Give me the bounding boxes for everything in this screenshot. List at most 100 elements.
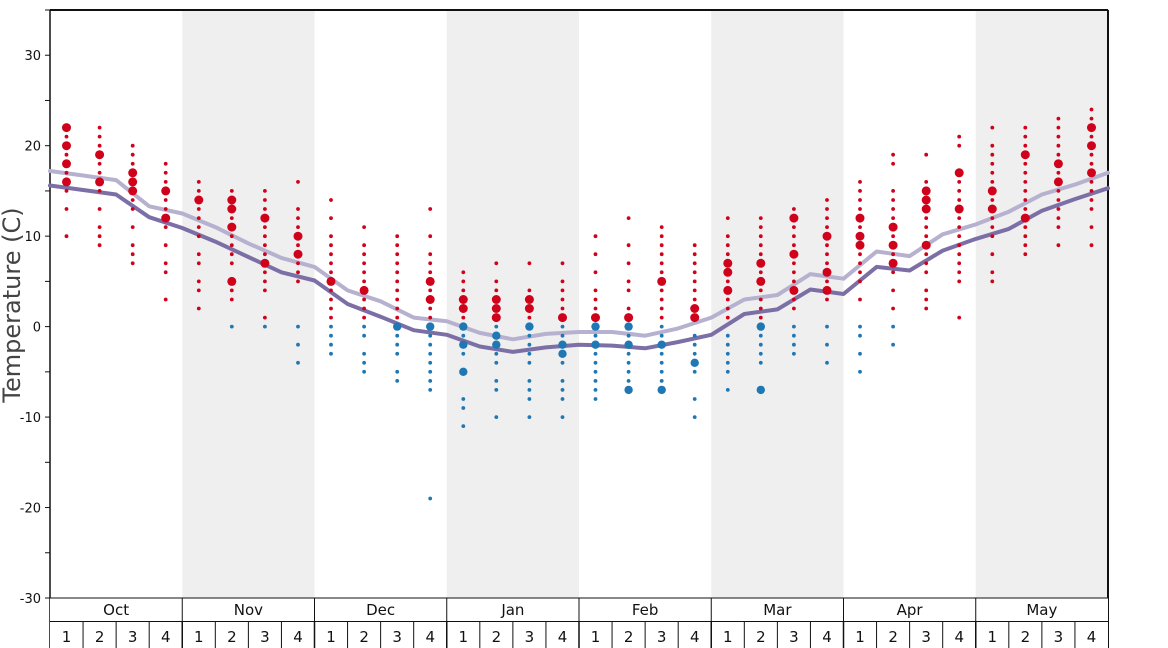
cold-dot [428,333,433,338]
cold-dot [494,379,499,383]
warm-dot [758,225,763,230]
warm-dot [822,285,832,295]
warm-dot [990,152,995,157]
warm-dot [1087,123,1096,133]
warm-dot [395,297,400,302]
cold-dot [459,322,468,331]
y-tick-label: -10 [20,411,41,426]
y-tick-label: 0 [33,321,41,336]
warm-dot [263,234,267,239]
cold-dot [593,397,598,401]
month-label-jan: Jan [500,601,524,619]
warm-dot [163,243,168,248]
warm-dot [1089,180,1094,184]
month-label-apr: Apr [897,601,924,619]
week-label: 2 [227,628,237,646]
warm-dot [624,313,634,323]
warm-dot [494,279,499,284]
cold-dot [527,360,532,365]
y-tick-label: -30 [20,592,41,607]
cold-dot [692,333,697,338]
warm-dot [921,186,931,196]
upper-temperature-line [48,169,1110,342]
warm-dot [792,270,796,275]
warm-dot [95,150,105,160]
warm-dot [758,306,763,311]
warm-dot [957,261,962,266]
warm-dot [1023,234,1028,239]
cold-dot [725,369,730,374]
cold-dot [825,324,829,329]
cold-dot [527,415,532,419]
warm-dot [924,252,929,257]
cold-dot [624,385,633,395]
warm-dot [888,258,898,268]
warm-dot [858,261,862,266]
warm-dot [229,216,234,221]
cold-dot [560,324,565,329]
warm-dot [227,204,237,214]
cold-dot [626,369,631,374]
cold-dot [428,342,433,347]
warm-dot [163,270,168,275]
warm-dot [163,297,168,302]
warm-dot [329,252,333,257]
warm-dot [329,315,333,320]
warm-dot [990,170,995,175]
warm-dot [758,315,763,320]
cold-dot [461,397,466,401]
warm-dot [626,261,631,266]
warm-dot [825,261,829,266]
cold-dot [659,351,664,356]
week-label: 4 [690,628,700,646]
warm-dot [524,304,534,313]
warm-dot [657,276,667,286]
warm-dot [560,288,565,293]
cold-dot [560,333,565,338]
warm-dot [1020,213,1030,223]
x-axis-weeks: 1 2 3 4 1 2 3 4 1 2 3 4 1 2 3 4 1 2 3 4 1 2 3 4 1 2 3 4 1 2 3 4 [50,622,1108,648]
warm-dot [161,186,171,196]
warm-dot [1089,225,1094,230]
warm-dot [491,304,501,313]
cold-dot [393,322,402,331]
warm-dot [758,216,763,221]
warm-dot [527,288,532,293]
warm-dot [822,231,832,241]
warm-dot [1056,243,1061,248]
y-tick-label: 30 [24,49,41,64]
week-label: 3 [260,628,270,646]
y-axis-title: Temperature (C) [0,207,26,403]
warm-dot [924,180,929,184]
warm-dot [858,225,862,230]
warm-dot [362,243,366,248]
cold-dot [296,342,300,347]
cold-dot [626,351,631,356]
cold-dot [692,397,697,401]
week-label: 1 [459,628,469,646]
warm-dot [1089,161,1094,166]
warm-dot [395,252,400,257]
warm-dot [789,213,799,223]
warm-dot [825,216,829,221]
warm-dot [957,279,962,284]
warm-dot [756,258,766,268]
warm-dot [296,180,300,184]
warm-dot [196,306,201,311]
warm-dot [855,231,865,241]
warm-dot [626,216,631,221]
warm-dot [130,143,135,148]
cold-dot [725,360,730,365]
warm-dot [329,297,333,302]
cold-dot [494,388,499,392]
warm-dot [95,177,105,187]
warm-dot [659,315,664,320]
cold-dot [395,379,400,383]
cold-dot [725,333,730,338]
warm-dot [725,234,730,239]
warm-dot [1056,207,1061,211]
cold-dot [492,340,501,349]
warm-dot [425,295,435,304]
warm-dot [362,252,366,257]
cold-dot [756,385,765,395]
